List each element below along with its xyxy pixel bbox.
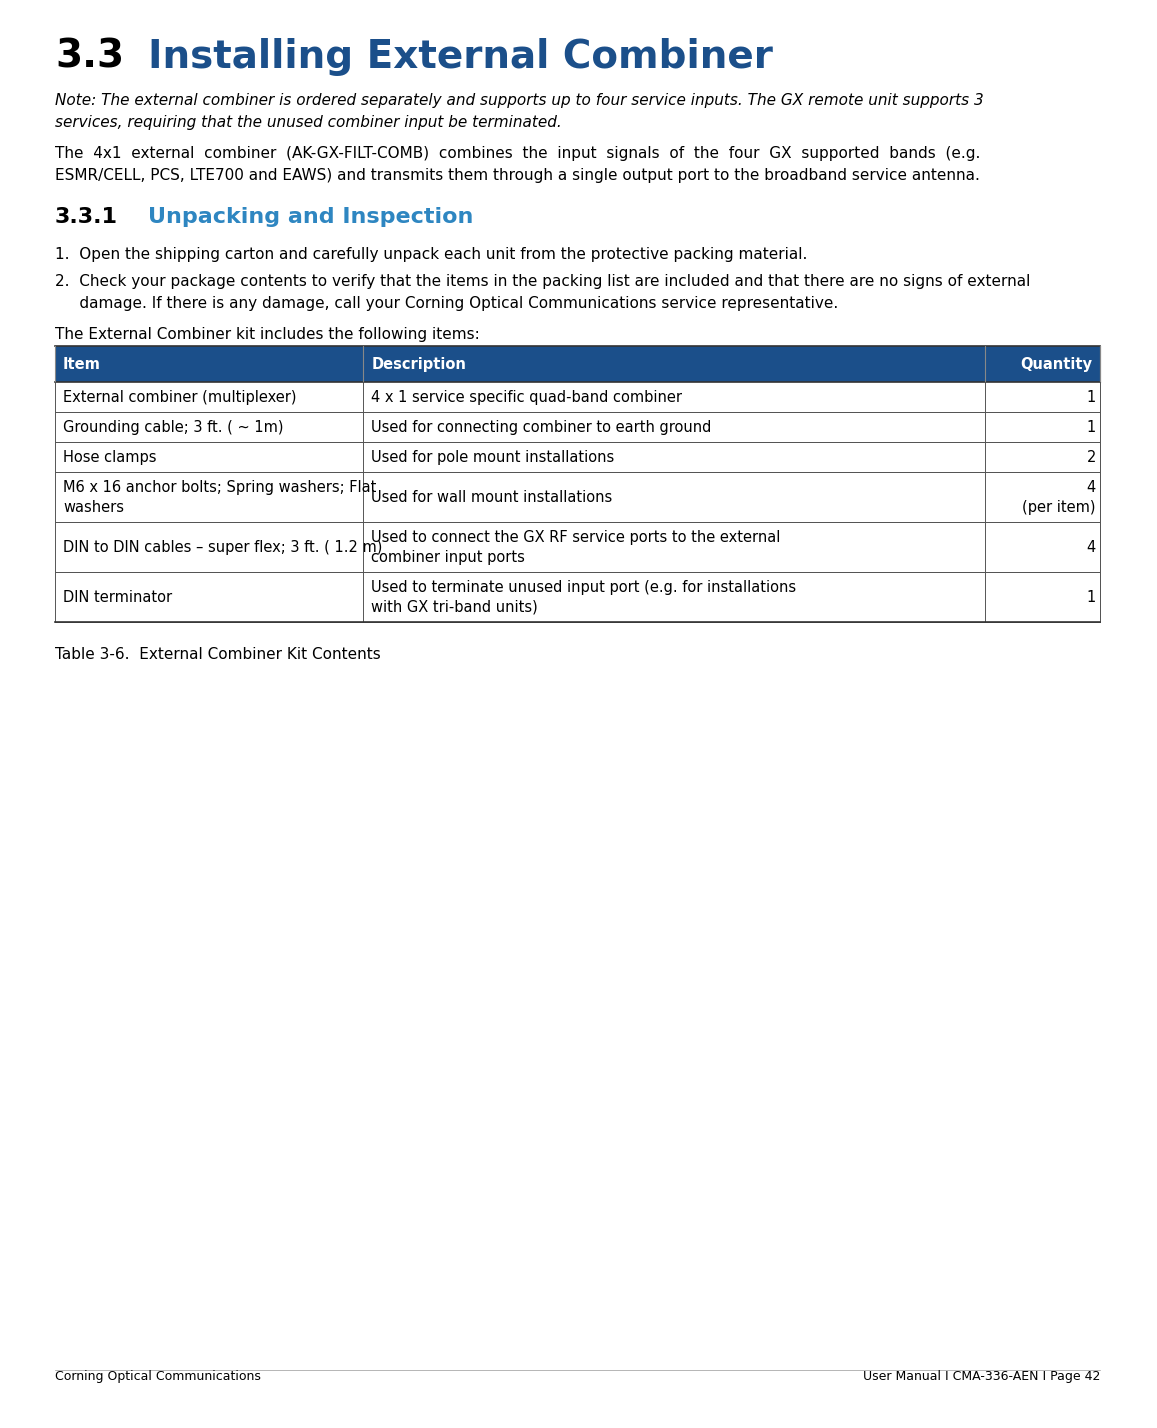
Text: Item: Item	[62, 357, 101, 371]
Text: damage. If there is any damage, call your Corning Optical Communications service: damage. If there is any damage, call you…	[56, 296, 839, 311]
Text: 2: 2	[1086, 450, 1096, 464]
Text: Grounding cable; 3 ft. ( ~ 1m): Grounding cable; 3 ft. ( ~ 1m)	[62, 420, 283, 434]
Text: washers: washers	[62, 500, 124, 514]
Text: Quantity: Quantity	[1020, 357, 1092, 371]
Bar	[56, 473, 1100, 523]
Text: Used for pole mount installations: Used for pole mount installations	[371, 450, 614, 464]
Text: Note: The external combiner is ordered separately and supports up to four servic: Note: The external combiner is ordered s…	[56, 93, 983, 109]
Text: Unpacking and Inspection: Unpacking and Inspection	[148, 207, 473, 227]
Text: Hose clamps: Hose clamps	[62, 450, 156, 464]
Text: User Manual I CMA-336-AEN I Page 42: User Manual I CMA-336-AEN I Page 42	[863, 1369, 1100, 1382]
Text: 4: 4	[1086, 480, 1096, 496]
Text: Installing External Combiner: Installing External Combiner	[148, 39, 773, 76]
Text: Description: Description	[371, 357, 466, 371]
Text: 2.  Check your package contents to verify that the items in the packing list are: 2. Check your package contents to verify…	[56, 274, 1031, 288]
Text: 4: 4	[1086, 540, 1096, 554]
Text: Corning Optical Communications: Corning Optical Communications	[56, 1369, 260, 1382]
Text: 4 x 1 service specific quad-band combiner: 4 x 1 service specific quad-band combine…	[371, 390, 683, 404]
Text: 1: 1	[1086, 420, 1096, 434]
Text: 1.  Open the shipping carton and carefully unpack each unit from the protective : 1. Open the shipping carton and carefull…	[56, 247, 808, 263]
Bar	[56, 443, 1100, 473]
Text: services, requiring that the unused combiner input be terminated.: services, requiring that the unused comb…	[56, 116, 562, 130]
Text: ESMR/CELL, PCS, LTE700 and EAWS) and transmits them through a single output port: ESMR/CELL, PCS, LTE700 and EAWS) and tra…	[56, 169, 980, 183]
Text: DIN to DIN cables – super flex; 3 ft. ( 1.2 m): DIN to DIN cables – super flex; 3 ft. ( …	[62, 540, 382, 554]
Text: 3.3.1: 3.3.1	[56, 207, 118, 227]
Text: with GX tri-band units): with GX tri-band units)	[371, 600, 538, 614]
Text: Table 3-6.  External Combiner Kit Contents: Table 3-6. External Combiner Kit Content…	[56, 647, 381, 663]
Text: Used for wall mount installations: Used for wall mount installations	[371, 490, 612, 504]
Text: combiner input ports: combiner input ports	[371, 550, 525, 564]
Text: Used to terminate unused input port (e.g. for installations: Used to terminate unused input port (e.g…	[371, 580, 796, 595]
Text: Used for connecting combiner to earth ground: Used for connecting combiner to earth gr…	[371, 420, 712, 434]
Bar	[56, 523, 1100, 573]
Text: Used to connect the GX RF service ports to the external: Used to connect the GX RF service ports …	[371, 530, 781, 545]
Bar	[56, 413, 1100, 443]
Text: 1: 1	[1086, 390, 1096, 404]
Bar	[56, 573, 1100, 623]
Bar	[56, 383, 1100, 413]
Text: The External Combiner kit includes the following items:: The External Combiner kit includes the f…	[56, 327, 480, 341]
Text: (per item): (per item)	[1023, 500, 1096, 514]
Text: 1: 1	[1086, 590, 1096, 604]
Text: M6 x 16 anchor bolts; Spring washers; Flat: M6 x 16 anchor bolts; Spring washers; Fl…	[62, 480, 376, 496]
Text: 3.3: 3.3	[56, 39, 124, 76]
Text: The  4x1  external  combiner  (AK-GX-FILT-COMB)  combines  the  input  signals  : The 4x1 external combiner (AK-GX-FILT-CO…	[56, 146, 980, 161]
Text: DIN terminator: DIN terminator	[62, 590, 172, 604]
Text: External combiner (multiplexer): External combiner (multiplexer)	[62, 390, 296, 404]
Bar	[56, 347, 1100, 383]
